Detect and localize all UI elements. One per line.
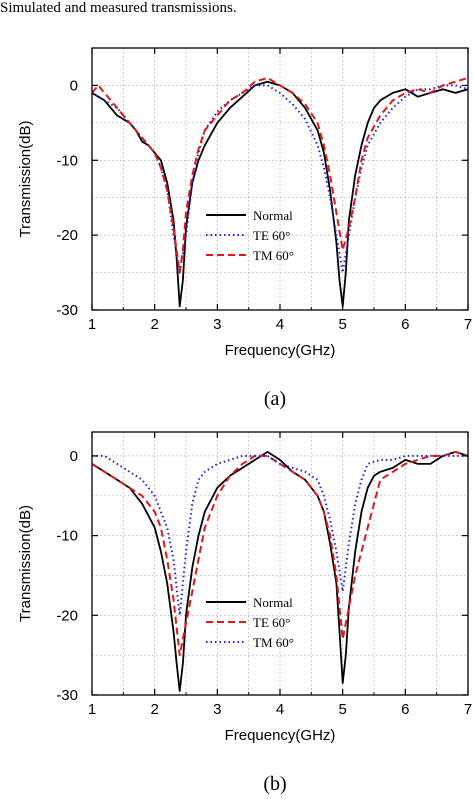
y-axis-title: Transmission(dB) (17, 121, 34, 238)
series-line-3 (92, 454, 468, 617)
legend-label: TM 60° (253, 635, 294, 650)
x-tick-label: 2 (150, 316, 158, 333)
series-line-1 (91, 80, 469, 308)
x-tick-label: 1 (88, 701, 96, 718)
chart-panel-b: 1 2 3 4 5 6 7 0 -10 -20 -30 Frequency(GHz) Transmiss… (0, 414, 474, 799)
grid (92, 432, 468, 695)
legend-label: TM 60° (253, 248, 294, 263)
x-axis-title: Frequency(GHz) (225, 727, 336, 744)
y-tick-label: -10 (56, 528, 78, 545)
x-tick-label: 5 (338, 316, 346, 333)
y-tick-label: 0 (70, 448, 78, 465)
plot-frame (91, 47, 469, 311)
y-tick-label: -10 (56, 152, 78, 169)
x-tick-label: 6 (401, 316, 409, 333)
x-tick-label: 1 (88, 316, 96, 333)
series-line-2 (91, 450, 469, 657)
panel-label: (a) (264, 388, 286, 410)
series-line-2 (91, 84, 469, 274)
x-tick-label: 4 (276, 316, 284, 333)
x-tick-label: 7 (464, 316, 472, 333)
x-tick-label: 2 (150, 701, 158, 718)
transmission-chart-b: 1 2 3 4 5 6 7 0 -10 -20 -30 Frequency(GHz) Transmiss… (17, 431, 472, 795)
x-tick-label: 3 (213, 701, 221, 718)
y-axis-title: Transmission(dB) (17, 505, 34, 622)
x-tick-label: 5 (338, 701, 346, 718)
series-line-3 (91, 76, 469, 274)
x-tick-label: 4 (276, 701, 284, 718)
y-tick-label: 0 (70, 77, 78, 94)
legend-label: Normal (253, 208, 293, 223)
legend-label: Normal (253, 595, 293, 610)
legend-label: TE 60° (253, 228, 290, 243)
x-tick-label: 3 (213, 316, 221, 333)
transmission-chart-a: 1 2 3 4 5 6 7 0 -10 -20 -30 Frequency(GHz) Transmiss… (17, 47, 472, 410)
panel-label: (b) (263, 773, 286, 795)
y-tick-label: -20 (56, 227, 78, 244)
legend: Normal TE 60° TM 60° (206, 208, 294, 263)
grid (92, 48, 468, 310)
y-tick-label: -30 (56, 687, 78, 704)
legend: Normal TE 60° TM 60° (206, 595, 294, 650)
y-tick-label: -30 (56, 302, 78, 319)
x-axis-title: Frequency(GHz) (225, 342, 336, 359)
y-tick-label: -20 (56, 607, 78, 624)
x-tick-label: 7 (464, 701, 472, 718)
legend-label: TE 60° (253, 615, 290, 630)
x-tick-label: 6 (401, 701, 409, 718)
plot-frame (91, 431, 469, 696)
chart-panel-a: 1 2 3 4 5 6 7 0 -10 -20 -30 Frequency(GHz) Transmiss… (0, 30, 474, 420)
figure-caption: Simulated and measured transmissions. (0, 0, 237, 16)
series-line-1 (91, 451, 469, 692)
